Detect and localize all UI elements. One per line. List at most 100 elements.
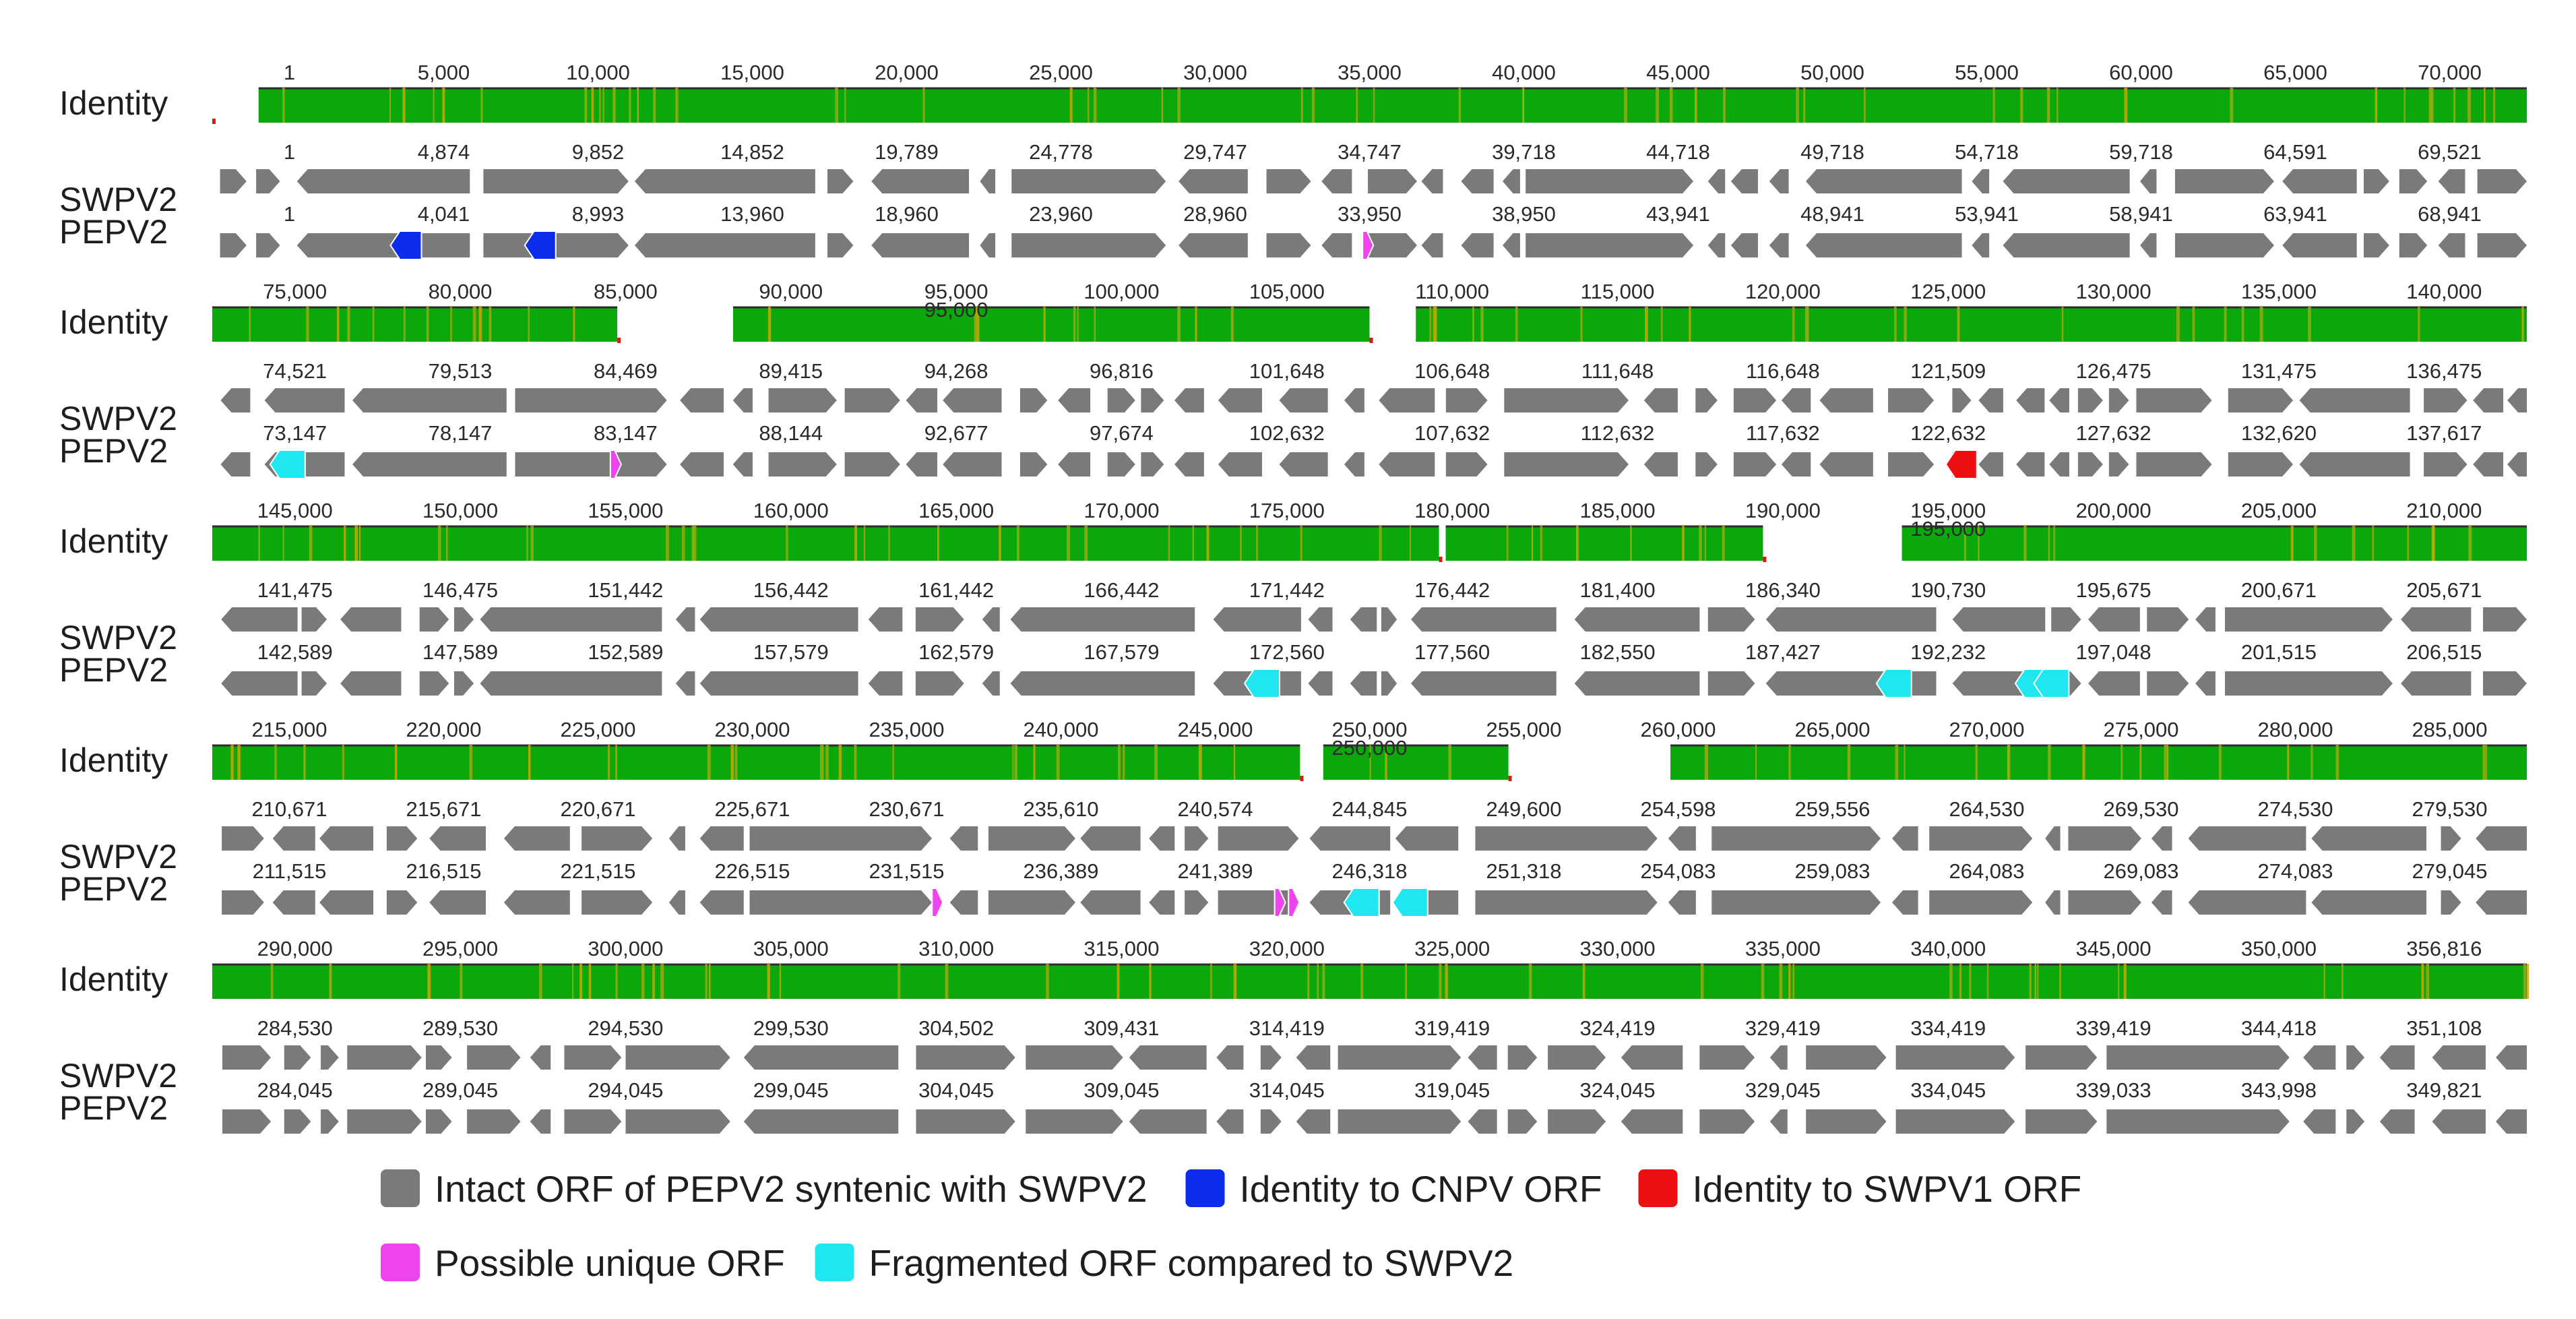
identity-variation-mark: [478, 307, 482, 342]
swpv2-tick-label: 284,530: [257, 1016, 333, 1040]
swpv2-orf: [1185, 826, 1209, 851]
cnpv-orf-highlight: [389, 231, 422, 260]
pepv2-tick-label: 309,045: [1083, 1078, 1159, 1102]
identity-variation-mark: [675, 88, 679, 123]
pepv2-orf: [1010, 671, 1195, 696]
pepv2-orf: [301, 671, 327, 696]
identity-variation-mark: [820, 745, 822, 780]
pepv2-orf: [2303, 1109, 2336, 1134]
identity-tick-label: 325,000: [1414, 937, 1490, 960]
identity-variation-mark: [282, 88, 285, 123]
pepv2-orf: [2136, 452, 2212, 477]
identity-variation-mark: [1847, 745, 1851, 780]
identity-tick-label: 20,000: [875, 61, 939, 84]
pepv2-tick-label: 132,620: [2241, 421, 2317, 445]
swpv2-tick-label: 324,419: [1580, 1016, 1656, 1040]
pepv2-tick-label: 304,045: [918, 1078, 994, 1102]
swpv2-orf: [515, 388, 667, 412]
pepv2-tick-label: 58,941: [2109, 202, 2173, 226]
swpv2-orf: [272, 826, 315, 851]
swpv2-orf: [916, 1045, 1015, 1070]
swpv2-orf: [480, 607, 662, 632]
swpv2-tick-label: 106,648: [1414, 359, 1490, 383]
swpv2-orf: [1279, 388, 1328, 412]
identity-variation-mark: [892, 745, 894, 780]
identity-variation-mark: [1788, 964, 1791, 999]
identity-variation-mark: [1067, 526, 1071, 561]
identity-variation-mark: [1154, 745, 1158, 780]
pepv2-orf: [1769, 233, 1789, 257]
fragmented-orf-highlight: [1243, 669, 1281, 698]
pepv2-tick-label: 226,515: [714, 859, 790, 883]
identity-tick-label: 340,000: [1910, 937, 1986, 960]
pepv2-orf: [1296, 1109, 1331, 1134]
identity-variation-mark: [1895, 745, 1899, 780]
identity-variation-mark: [2468, 526, 2472, 561]
pepv2-orf: [453, 671, 474, 696]
pepv2-orf: [2424, 452, 2468, 477]
pepv2-orf: [1526, 233, 1694, 257]
identity-variation-mark: [1986, 964, 1989, 999]
swpv2-orf: [906, 388, 938, 412]
identity-variation-mark: [1723, 88, 1726, 123]
swpv2-orf: [2051, 607, 2081, 632]
pepv2-orf: [2045, 890, 2061, 915]
swpv2-orf: [2174, 169, 2274, 193]
identity-variation-mark: [2123, 964, 2127, 999]
identity-gap: [1439, 524, 1446, 562]
pepv2-orf: [2346, 1109, 2365, 1134]
identity-variation-mark: [1964, 526, 1966, 561]
identity-variation-mark: [1706, 745, 1709, 780]
identity-variation-mark: [1073, 307, 1076, 342]
pepv2-tick-label: 182,550: [1580, 640, 1656, 664]
pepv2-tick-label: 53,941: [1955, 202, 2019, 226]
identity-tick-label: 135,000: [2241, 280, 2317, 303]
pepv2-orf: [2151, 890, 2172, 915]
identity-variation-mark: [344, 526, 346, 561]
identity-tick-label: 350,000: [2241, 937, 2317, 960]
swpv2-tick-label: 269,530: [2103, 797, 2178, 821]
legend-swatch-cnpv: [1185, 1169, 1225, 1207]
swpv2-orf: [1621, 1045, 1683, 1070]
swpv2-orf: [1218, 388, 1263, 412]
unique-orf-highlight: [1362, 231, 1375, 260]
pepv2-orf: [1733, 452, 1777, 477]
swpv2-orf: [2282, 169, 2357, 193]
identity-variation-mark: [1694, 88, 1697, 123]
swpv2-orf: [284, 1045, 311, 1070]
identity-variation-mark: [1149, 964, 1152, 999]
swpv2-tick-label: 344,418: [2241, 1016, 2317, 1040]
identity-variation-mark: [1722, 526, 1725, 561]
pepv2-row-label: PEPV2: [59, 432, 168, 470]
pepv2-tick-label: 246,318: [1331, 859, 1407, 883]
pepv2-orf: [1711, 890, 1881, 915]
identity-variation-mark: [573, 307, 575, 342]
swpv2-orf: [982, 607, 1000, 632]
identity-tick-label: 280,000: [2257, 718, 2333, 741]
identity-variation-mark: [460, 964, 463, 999]
swpv2-orf: [2147, 607, 2189, 632]
swpv2-orf: [1296, 1045, 1331, 1070]
swpv2-orf: [220, 388, 251, 412]
pepv2-orf: [1461, 233, 1494, 257]
pepv2-orf: [515, 452, 667, 477]
swpv2-orf: [2106, 1045, 2290, 1070]
swpv2-tick-label: 121,509: [1910, 359, 1986, 383]
pepv2-orf: [1279, 452, 1328, 477]
pepv2-orf: [386, 890, 418, 915]
identity-tick-label: 50,000: [1800, 61, 1864, 84]
identity-tick-label: 295,000: [422, 937, 498, 960]
identity-variation-mark: [1256, 526, 1258, 561]
pepv2-tick-label: 216,515: [406, 859, 481, 883]
identity-variation-mark: [1093, 88, 1097, 123]
identity-variation-mark: [2164, 745, 2167, 780]
identity-tick-label: 335,000: [1745, 937, 1821, 960]
pepv2-orf: [1185, 890, 1209, 915]
pepv2-orf: [1806, 1109, 1887, 1134]
pepv2-orf: [749, 890, 933, 915]
swpv2-orf: [1468, 1045, 1497, 1070]
identity-variation-mark: [1356, 88, 1358, 123]
identity-tick-label: 15,000: [720, 61, 784, 84]
identity-variation-mark: [1580, 307, 1583, 342]
identity-tick-label: 185,000: [1580, 499, 1656, 522]
